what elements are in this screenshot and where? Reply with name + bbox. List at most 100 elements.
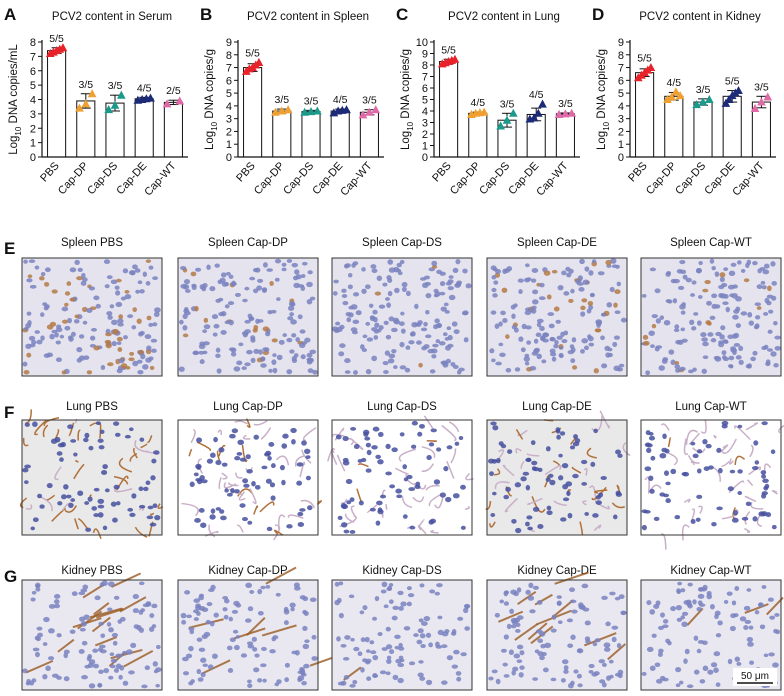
cell bbox=[31, 678, 37, 683]
cell bbox=[115, 290, 121, 296]
cell bbox=[236, 451, 243, 456]
cell bbox=[180, 612, 187, 619]
cell bbox=[697, 600, 703, 606]
cell bbox=[138, 331, 144, 337]
cell bbox=[653, 516, 660, 521]
cell bbox=[369, 640, 375, 645]
cell bbox=[411, 444, 417, 449]
stain-streak bbox=[57, 638, 75, 653]
micrograph bbox=[177, 566, 333, 691]
cell bbox=[336, 636, 341, 642]
cell bbox=[524, 307, 532, 312]
cell bbox=[286, 524, 293, 529]
cell bbox=[102, 464, 108, 470]
cell bbox=[432, 343, 439, 348]
cell bbox=[370, 264, 377, 269]
cell bbox=[728, 270, 736, 277]
data-point bbox=[538, 99, 547, 108]
cell bbox=[681, 472, 687, 476]
cell bbox=[205, 619, 211, 625]
cell bbox=[680, 310, 686, 315]
cell bbox=[155, 644, 161, 650]
micrograph-frame bbox=[331, 257, 473, 377]
cell bbox=[228, 274, 234, 279]
cell bbox=[365, 442, 372, 448]
cell bbox=[615, 449, 621, 455]
cell bbox=[247, 641, 254, 646]
cell bbox=[556, 335, 563, 340]
cell bbox=[598, 659, 606, 664]
cell bbox=[539, 631, 546, 637]
cell bbox=[365, 369, 372, 375]
cell bbox=[31, 340, 37, 345]
cell bbox=[339, 343, 346, 348]
cell bbox=[492, 293, 498, 298]
cell bbox=[186, 614, 192, 619]
cell bbox=[516, 644, 524, 650]
tissue-strand bbox=[234, 420, 249, 425]
cell bbox=[761, 493, 767, 499]
cell bbox=[231, 609, 239, 614]
cell bbox=[365, 649, 371, 653]
cell bbox=[78, 649, 85, 654]
cell bbox=[767, 597, 774, 602]
cell bbox=[124, 434, 131, 439]
cell bbox=[220, 515, 227, 521]
cell bbox=[569, 445, 576, 450]
cell bbox=[587, 301, 594, 306]
cell bbox=[56, 451, 63, 456]
cell bbox=[257, 678, 263, 683]
cell bbox=[244, 319, 251, 324]
tissue-strand bbox=[275, 455, 290, 466]
cell bbox=[600, 335, 605, 341]
cell bbox=[660, 612, 665, 618]
y-axis-label-sub: 10 bbox=[210, 121, 219, 130]
cell bbox=[283, 606, 289, 613]
micrograph bbox=[21, 572, 163, 691]
tissue-strand bbox=[668, 452, 678, 466]
cell bbox=[697, 593, 705, 599]
stain-streak bbox=[96, 607, 124, 619]
tissue-strand bbox=[421, 446, 436, 458]
cell bbox=[281, 267, 287, 272]
cell bbox=[113, 484, 120, 490]
y-tick-label: 4 bbox=[30, 95, 36, 107]
cell bbox=[136, 318, 142, 324]
micrograph bbox=[485, 410, 631, 536]
cell bbox=[216, 368, 222, 374]
data-point bbox=[721, 98, 731, 107]
cell bbox=[206, 264, 211, 270]
cell bbox=[61, 319, 69, 324]
cell bbox=[144, 334, 152, 340]
x-tick-label: Cap-DS bbox=[477, 160, 512, 197]
cell bbox=[189, 481, 195, 488]
cell bbox=[394, 634, 401, 640]
cell bbox=[387, 277, 393, 283]
cell bbox=[120, 296, 127, 301]
cell bbox=[27, 320, 32, 326]
cell bbox=[47, 656, 55, 661]
micrograph bbox=[177, 257, 319, 377]
cell bbox=[195, 267, 202, 272]
cell bbox=[689, 319, 695, 325]
cell bbox=[69, 267, 77, 273]
cell bbox=[61, 494, 67, 500]
cell bbox=[693, 669, 700, 675]
tissue-strand bbox=[418, 519, 425, 527]
cell bbox=[388, 316, 395, 322]
tissue-strand bbox=[216, 450, 221, 461]
cell bbox=[546, 510, 553, 516]
tissue-strand bbox=[571, 466, 582, 474]
micrograph-title: Lung Cap-DP bbox=[213, 401, 283, 413]
cell bbox=[738, 345, 744, 352]
cell bbox=[676, 588, 681, 594]
cell bbox=[462, 268, 468, 274]
cell bbox=[745, 501, 752, 507]
cell bbox=[519, 665, 525, 670]
cell bbox=[774, 613, 780, 617]
cell bbox=[46, 482, 53, 489]
cell bbox=[224, 598, 230, 604]
tissue-strand bbox=[181, 502, 199, 517]
cell bbox=[116, 368, 123, 374]
cell bbox=[396, 262, 402, 268]
